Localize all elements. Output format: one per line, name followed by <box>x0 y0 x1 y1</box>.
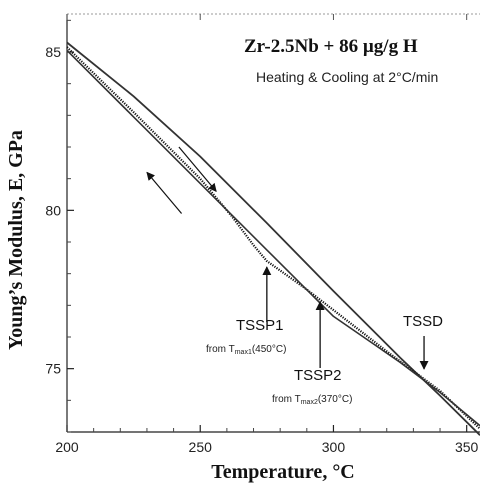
chart-title: Zr-2.5Nb + 86 µg/g H <box>244 36 418 57</box>
annotation-tssp2-sub-subscript: max2 <box>301 399 318 406</box>
x-tick-label-300: 300 <box>322 439 346 455</box>
y-tick-label-80: 80 <box>45 202 61 218</box>
annotation-tssd-label: TSSD <box>403 313 443 330</box>
tick-labels: 200 250 300 350 75 80 85 <box>45 44 478 455</box>
annotation-tssp1-sublabel: from Tmax1(450°C) <box>206 344 286 356</box>
x-tick-label-200: 200 <box>55 439 79 455</box>
x-axis-label: Temperature, °C <box>211 461 355 483</box>
annotation-tssp2-sub-prefix: from T <box>272 394 301 405</box>
annotation-tssp1-sub-suffix: (450°C) <box>252 344 287 355</box>
series-line-2 <box>66 46 480 430</box>
cooling-direction-arrow <box>146 171 183 214</box>
axis-ticks <box>66 14 468 433</box>
annotation-tssp2-label: TSSP2 <box>294 367 342 384</box>
series-line-1 <box>66 41 480 436</box>
arrow-layer <box>146 146 429 370</box>
chart-subtitle: Heating & Cooling at 2°C/min <box>256 69 438 85</box>
annotation-tssp2-sub-suffix: (370°C) <box>318 394 353 405</box>
heating-direction-arrow <box>178 146 217 192</box>
annotation-tssp1-sub-prefix: from T <box>206 344 235 355</box>
series-layer <box>66 41 480 436</box>
series-line-3 <box>66 49 480 427</box>
annotation-tssp1-sub-subscript: max1 <box>235 349 252 356</box>
y-tick-label-85: 85 <box>45 44 61 60</box>
x-tick-label-350: 350 <box>455 439 479 455</box>
y-tick-label-75: 75 <box>45 361 61 377</box>
y-axis-label: Young’s Modulus, E, GPa <box>5 130 27 350</box>
x-tick-label-250: 250 <box>189 439 213 455</box>
annotation-tssp1-label: TSSP1 <box>236 317 284 334</box>
annotation-tssp2-sublabel: from Tmax2(370°C) <box>272 394 352 406</box>
